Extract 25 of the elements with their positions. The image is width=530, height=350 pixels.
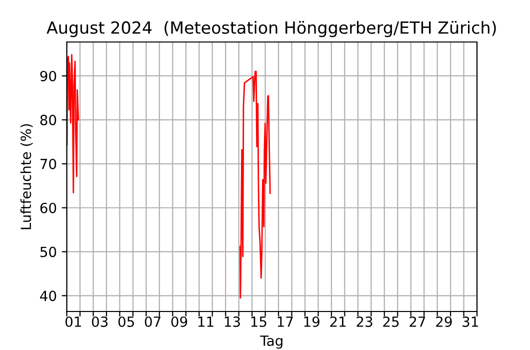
x-axis-title: Tag [260,336,282,349]
x-tick-label: 23 [356,316,372,327]
x-tick-label: 21 [330,316,346,327]
x-tick-label: 05 [118,316,134,327]
x-tick-label: 03 [92,316,108,327]
x-tick-label: 13 [224,316,240,327]
y-tick-label: 80 [40,114,56,126]
x-tick-label: 25 [383,316,399,327]
chart-title: August 2024 (Meteostation Hönggerberg/ETH Zürich) [46,21,496,38]
x-tick-label: 11 [198,316,214,327]
x-tick-label: 19 [304,316,320,327]
x-tick-label: 01 [65,316,81,327]
x-tick-label: 15 [251,316,266,327]
y-axis-title: Luftfeuchte (%) [20,124,33,230]
x-tick-label: 29 [436,316,452,327]
y-tick-label: 50 [40,246,56,258]
y-tick-label: 40 [40,290,56,302]
x-tick-label: 17 [278,316,293,327]
y-tick-label: 60 [40,202,56,214]
y-tick-label: 90 [40,70,56,82]
x-tick-label: 07 [144,316,160,327]
x-tick-label: 27 [410,316,426,327]
y-tick-label: 70 [40,158,56,170]
x-tick-label: 31 [462,316,478,327]
x-tick-label: 09 [171,316,188,327]
